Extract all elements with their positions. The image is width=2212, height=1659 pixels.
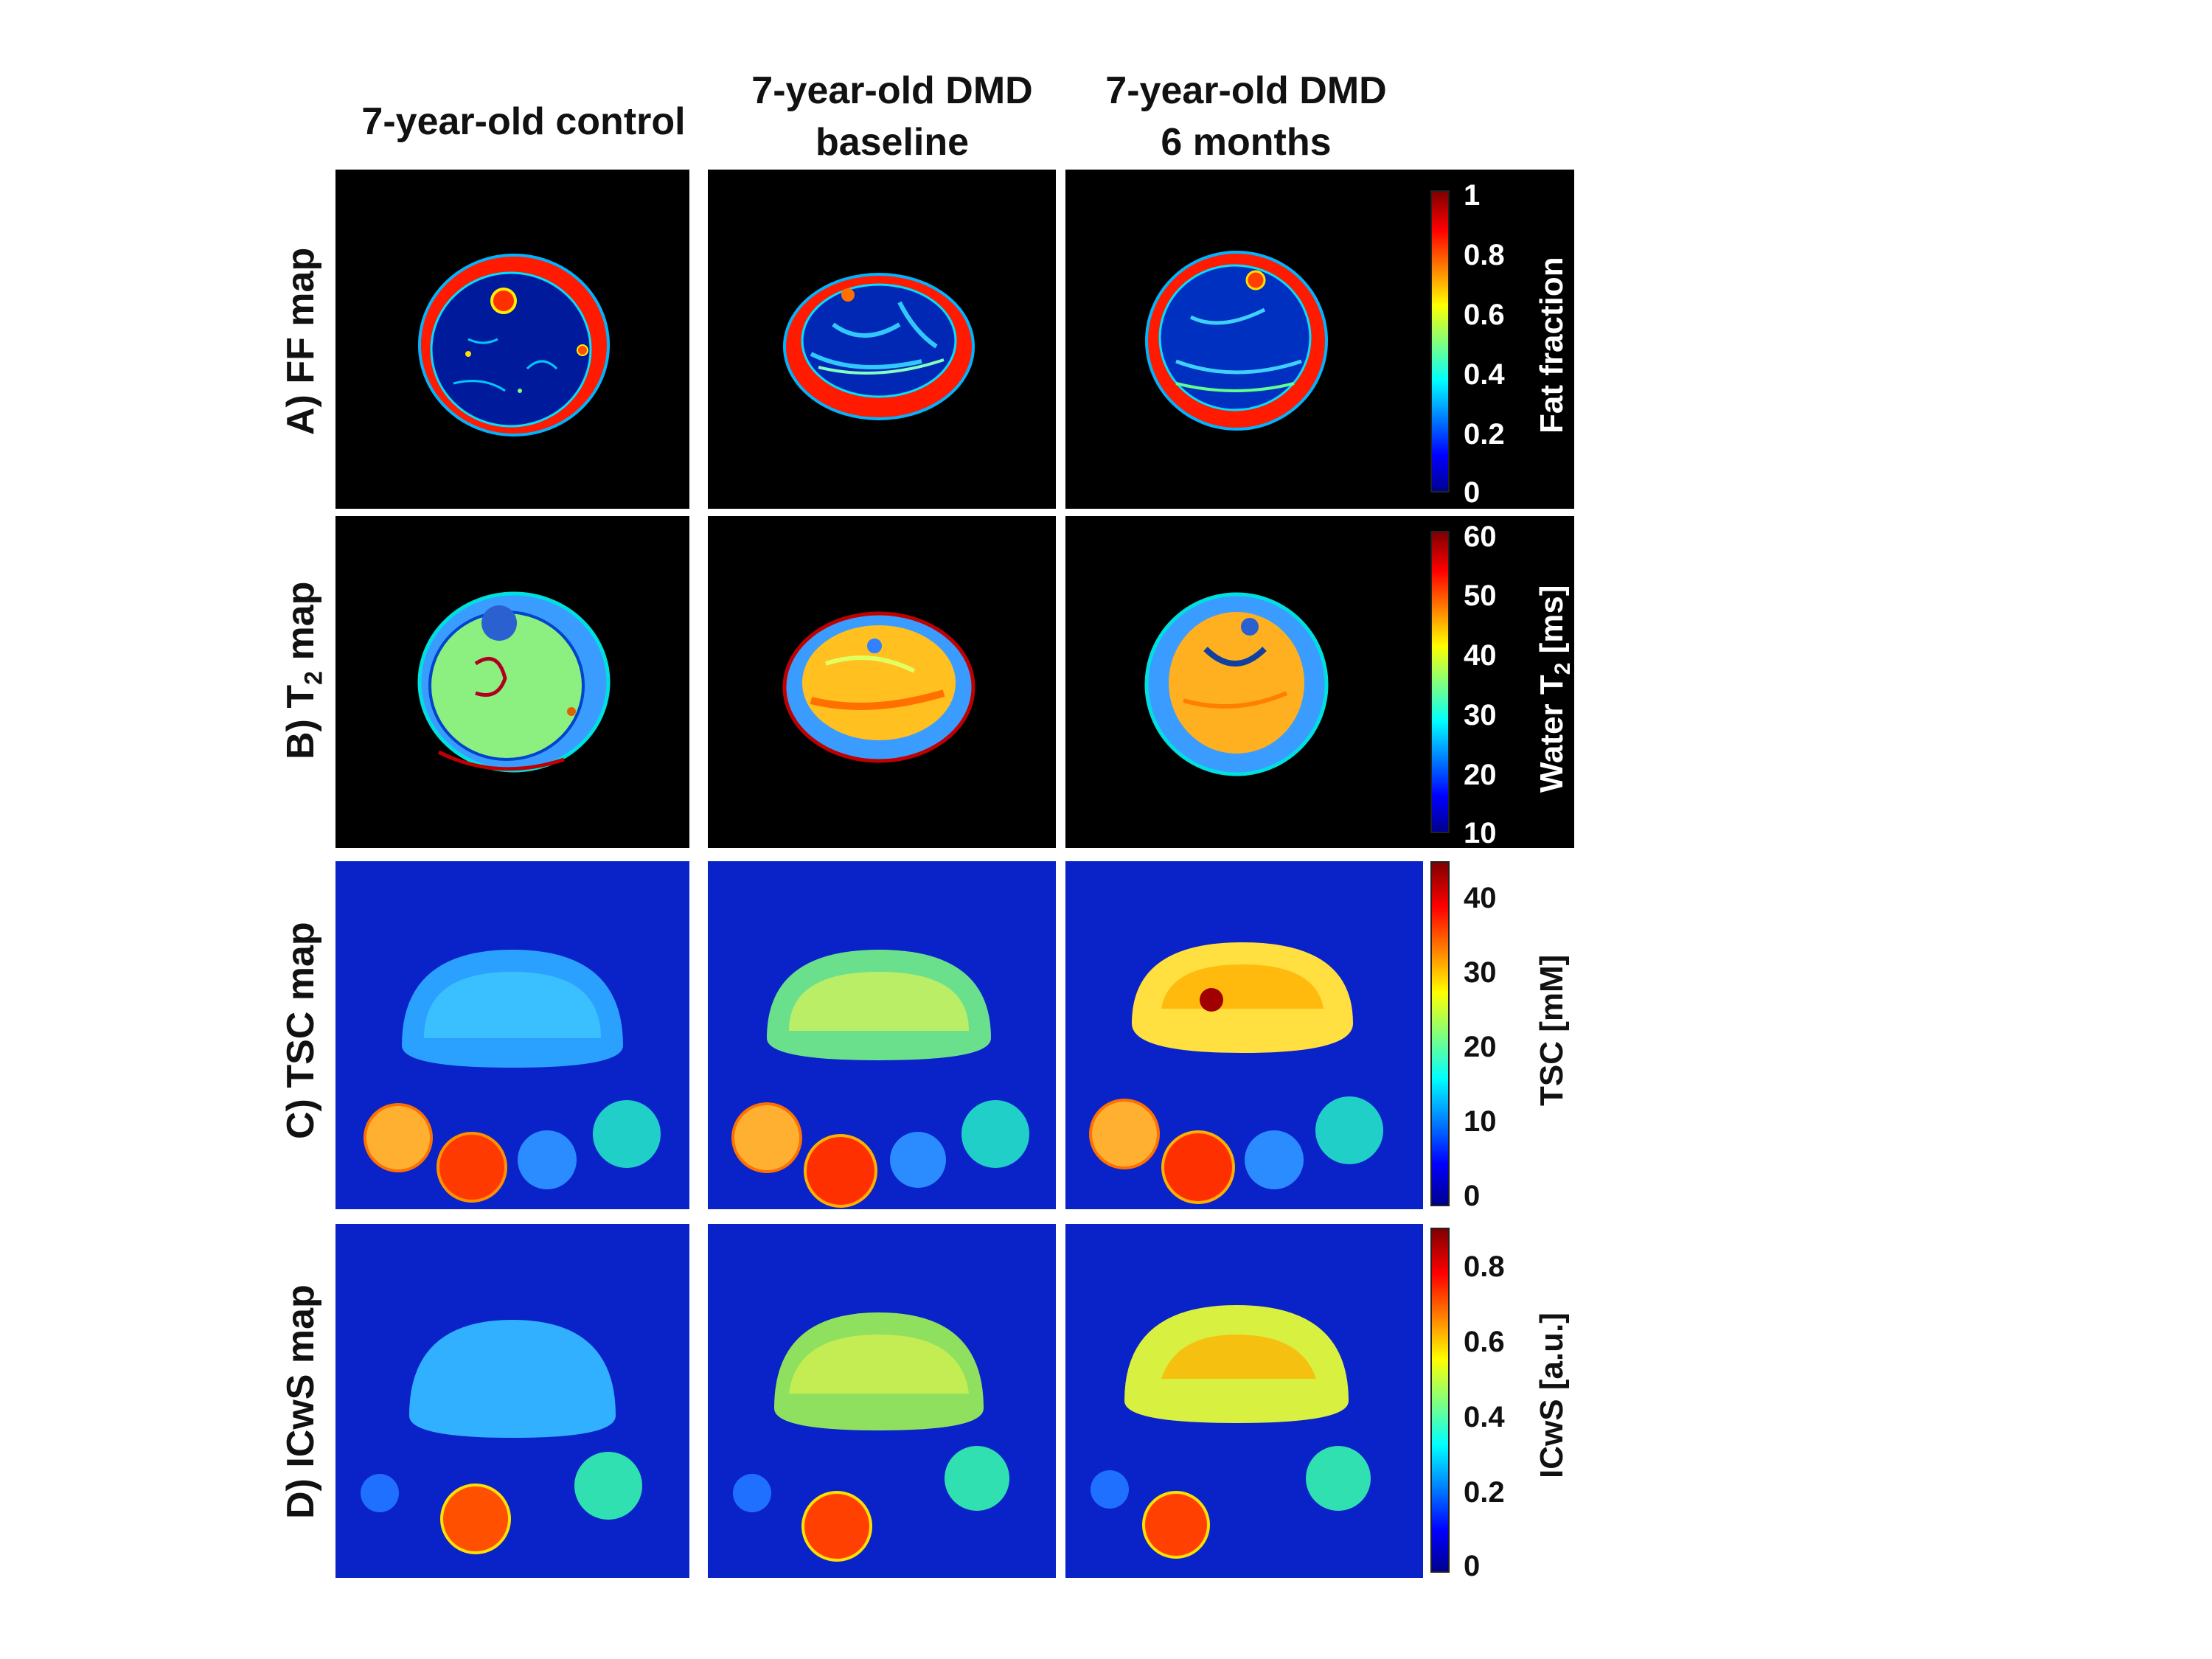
column-title-dmd-baseline: 7-year-old DMD baseline bbox=[708, 65, 1077, 168]
row-label-icws-map: D) ICwS map bbox=[279, 1284, 322, 1519]
colorbar-title-fat-fraction: Fat fraction bbox=[1534, 257, 1570, 434]
colorbar-title-water-t2: Water T2 [ms] bbox=[1534, 585, 1575, 793]
tsc-map-dmd-baseline-svg bbox=[731, 950, 1029, 1208]
tsc-map-dmd-6months-svg bbox=[1089, 942, 1383, 1204]
t2-map-dmd-baseline-svg bbox=[782, 611, 975, 763]
column-title-dmd-6months: 7-year-old DMD 6 months bbox=[1062, 65, 1430, 168]
icws-map-dmd-baseline-svg bbox=[733, 1312, 1009, 1562]
ff-tick: 0 bbox=[1464, 476, 1481, 509]
t2-tick: 40 bbox=[1464, 639, 1497, 672]
row-label-tsc-map: C) TSC map bbox=[279, 922, 322, 1139]
t2-map-control-svg bbox=[417, 591, 611, 773]
tsc-tick: 0 bbox=[1464, 1180, 1481, 1212]
icws-map-dmd-6months-svg bbox=[1091, 1305, 1371, 1559]
t2-tick: 30 bbox=[1464, 699, 1497, 731]
colorbar-icws bbox=[1430, 1228, 1450, 1573]
column-title-line2: baseline bbox=[815, 121, 970, 164]
icws-map-dmd-6months-image bbox=[1065, 1224, 1423, 1578]
row-label-t2-map: B) T2 map bbox=[279, 581, 328, 759]
ff-tick: 0.6 bbox=[1464, 299, 1505, 331]
tsc-tick: 30 bbox=[1464, 956, 1497, 989]
icws-map-control-svg bbox=[361, 1320, 642, 1554]
column-title-line1: 7-year-old DMD bbox=[1105, 69, 1387, 112]
column-title-line1: 7-year-old control bbox=[361, 100, 686, 143]
colorbar-title-icws: ICwS [a.u.] bbox=[1534, 1312, 1570, 1478]
colorbar-tsc bbox=[1430, 861, 1450, 1206]
icws-map-control-image bbox=[335, 1224, 689, 1578]
ff-tick: 0.8 bbox=[1464, 239, 1505, 271]
row-label-ff-map: A) FF map bbox=[279, 247, 322, 435]
t2-tick: 10 bbox=[1464, 817, 1497, 849]
icws-tick: 0.6 bbox=[1464, 1326, 1505, 1358]
tsc-tick: 10 bbox=[1464, 1105, 1497, 1138]
ff-map-dmd-6months-image bbox=[1065, 170, 1574, 509]
tsc-map-dmd-baseline-image bbox=[708, 861, 1056, 1209]
icws-tick: 0 bbox=[1464, 1550, 1481, 1582]
column-title-control: 7-year-old control bbox=[339, 96, 708, 147]
ff-map-dmd-6months-svg bbox=[1145, 251, 1328, 431]
tsc-map-dmd-6months-image bbox=[1065, 861, 1423, 1209]
colorbar-fat-fraction bbox=[1430, 190, 1450, 493]
t2-tick: 50 bbox=[1464, 580, 1497, 612]
icws-tick: 0.4 bbox=[1464, 1401, 1505, 1433]
ff-map-dmd-baseline-svg bbox=[783, 273, 975, 420]
t2-map-dmd-baseline-image bbox=[708, 516, 1056, 848]
column-title-line2: 6 months bbox=[1161, 121, 1332, 164]
t2-map-dmd-6months-image bbox=[1065, 516, 1574, 848]
colorbar-title-tsc: TSC [mM] bbox=[1534, 954, 1570, 1106]
tsc-tick: 40 bbox=[1464, 882, 1497, 914]
ff-tick: 1 bbox=[1464, 179, 1481, 212]
tsc-map-control-svg bbox=[364, 950, 661, 1203]
t2-map-control-image bbox=[335, 516, 689, 848]
ff-map-control-svg bbox=[418, 254, 610, 437]
ff-map-dmd-baseline-image bbox=[708, 170, 1056, 509]
icws-tick: 0.8 bbox=[1464, 1251, 1505, 1283]
ff-tick: 0.2 bbox=[1464, 418, 1505, 451]
tsc-map-control-image bbox=[335, 861, 689, 1209]
t2-tick: 20 bbox=[1464, 759, 1497, 791]
icws-tick: 0.2 bbox=[1464, 1476, 1505, 1509]
t2-map-dmd-6months-svg bbox=[1144, 592, 1329, 776]
colorbar-water-t2 bbox=[1430, 531, 1450, 833]
ff-map-control-image bbox=[335, 170, 689, 509]
icws-map-dmd-baseline-image bbox=[708, 1224, 1056, 1578]
tsc-tick: 20 bbox=[1464, 1031, 1497, 1063]
t2-tick: 60 bbox=[1464, 521, 1497, 553]
column-title-line1: 7-year-old DMD bbox=[751, 69, 1033, 112]
ff-tick: 0.4 bbox=[1464, 358, 1505, 391]
